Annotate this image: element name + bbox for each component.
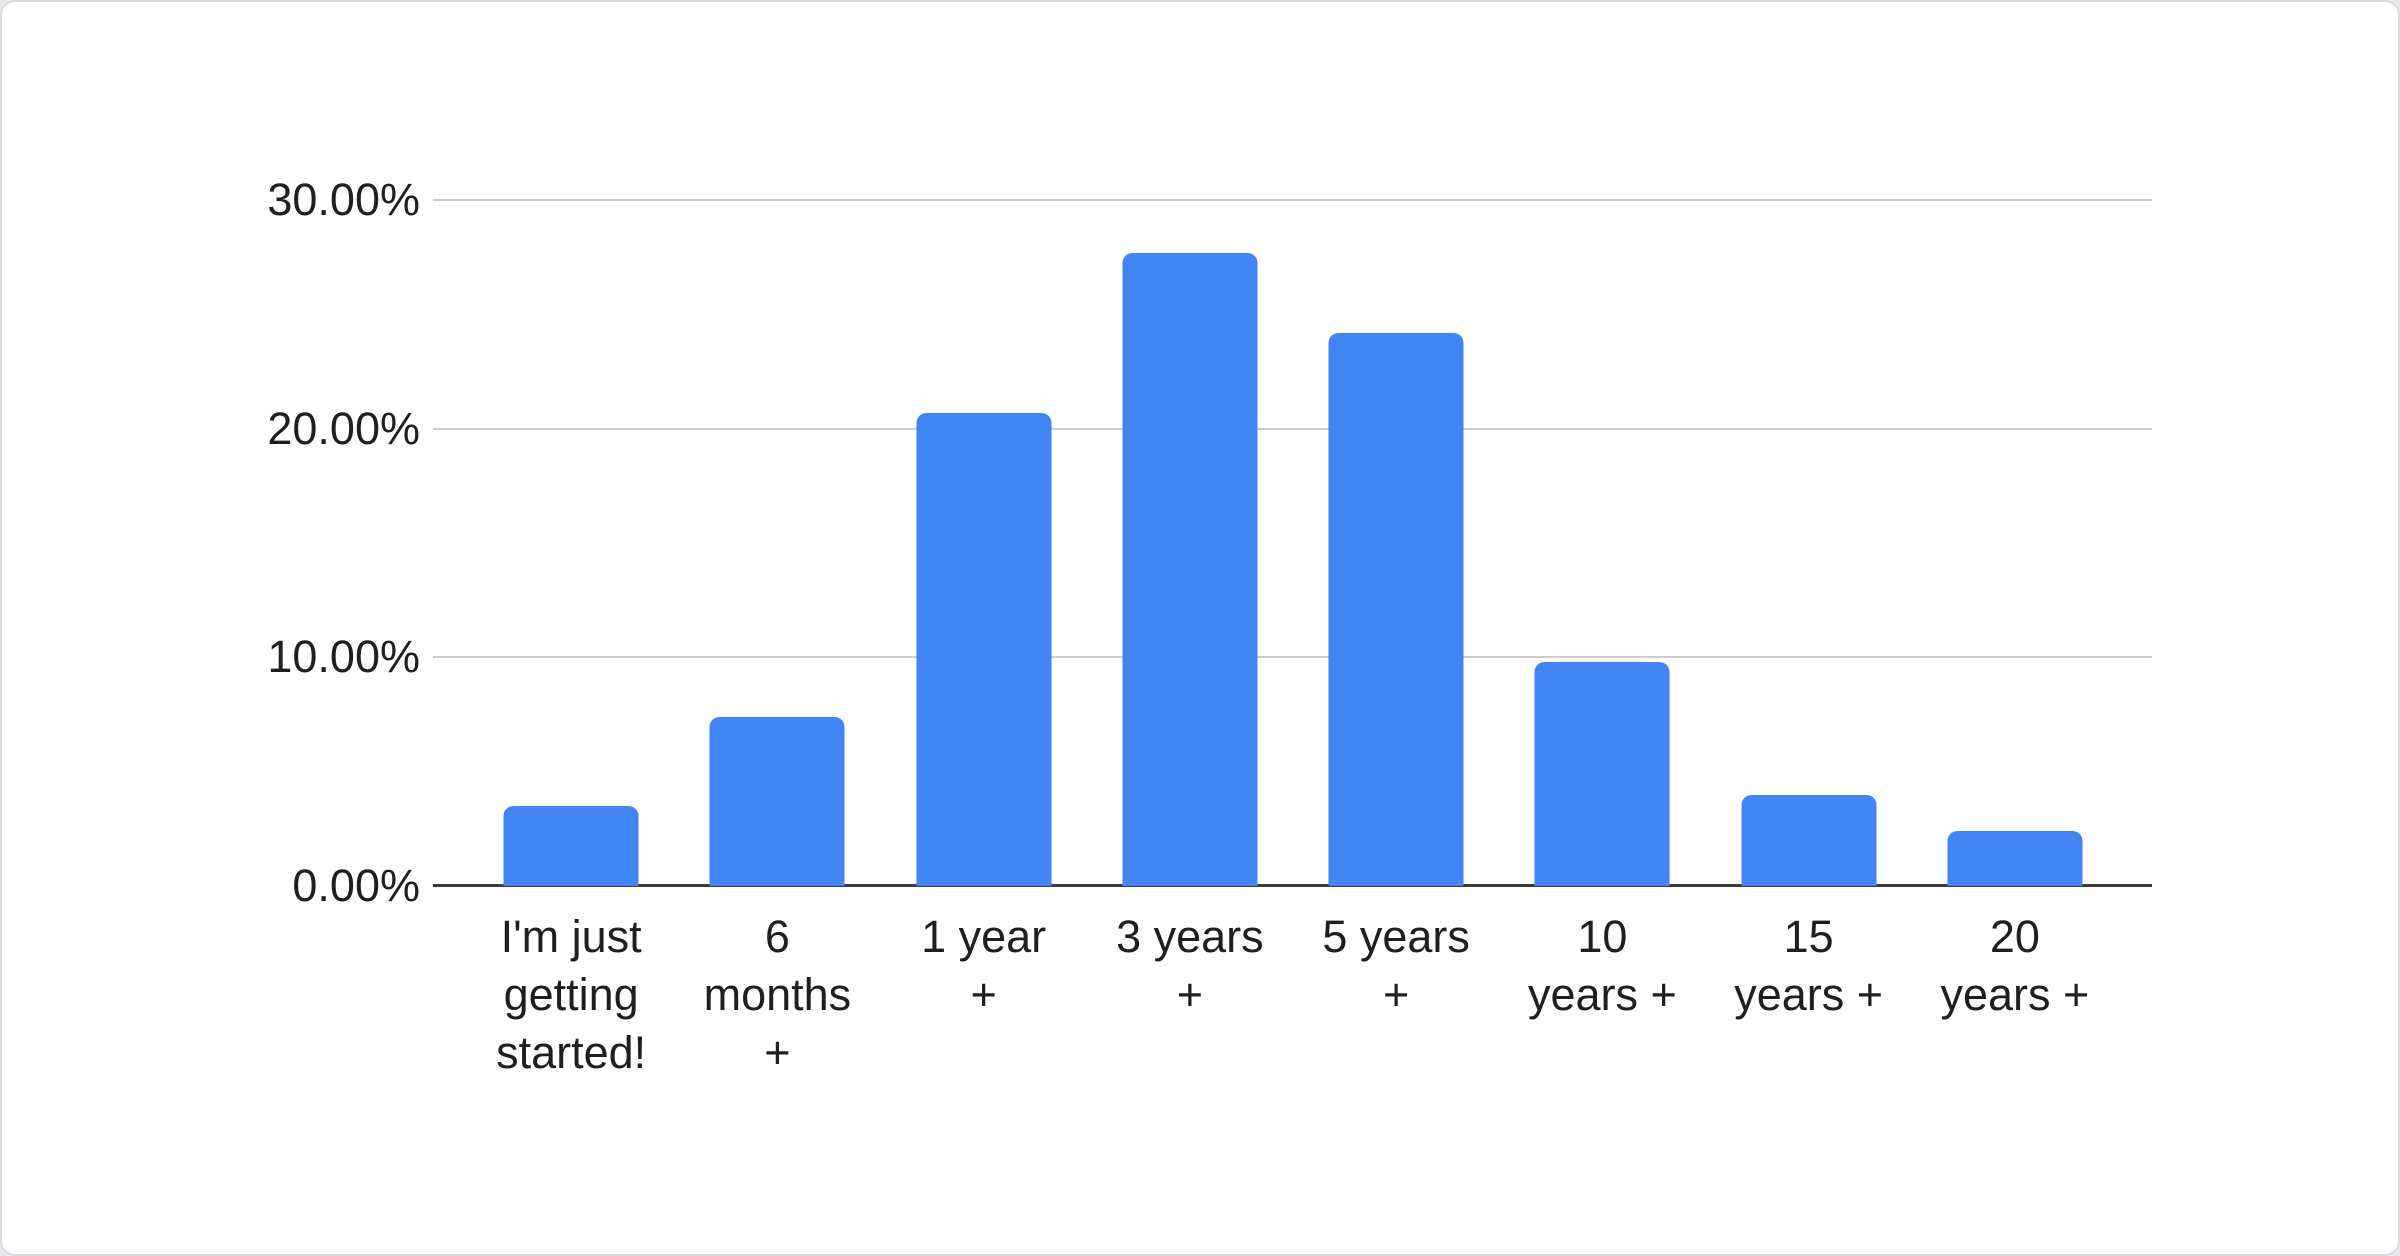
x-category-label: 5 years + bbox=[1322, 911, 1470, 1020]
bars-layer bbox=[468, 200, 2118, 886]
bar-cell bbox=[1499, 200, 1705, 886]
x-category-label: 1 year + bbox=[921, 911, 1047, 1020]
bar-cell bbox=[1087, 200, 1293, 886]
gridline bbox=[433, 199, 2152, 201]
bar-cell bbox=[881, 200, 1087, 886]
bar-cell bbox=[1912, 200, 2118, 886]
x-category-label: 10 years + bbox=[1527, 911, 1677, 1020]
bar-cell bbox=[674, 200, 880, 886]
x-category-label: 20 years + bbox=[1940, 911, 2090, 1020]
gridline bbox=[433, 656, 2152, 659]
x-category-label: 6 months + bbox=[703, 911, 852, 1078]
bar-cell bbox=[468, 200, 674, 886]
bar-5[interactable] bbox=[1328, 332, 1464, 886]
x-category-label: 15 years + bbox=[1734, 911, 1884, 1020]
bar-cell bbox=[1706, 200, 1912, 886]
bar-4[interactable] bbox=[1122, 252, 1258, 886]
y-tick-label: 20.00% bbox=[267, 402, 420, 454]
bar-cell bbox=[1293, 200, 1499, 886]
bar-6[interactable] bbox=[1534, 661, 1670, 886]
bar-3[interactable] bbox=[916, 412, 1052, 886]
bar-8[interactable] bbox=[1947, 831, 2083, 886]
x-category-label: 3 years + bbox=[1116, 911, 1264, 1020]
x-axis-labels: I'm just getting started! 6 months + 1 yea… bbox=[468, 908, 2118, 1082]
bar-2[interactable] bbox=[709, 716, 845, 886]
y-tick-label: 10.00% bbox=[267, 631, 420, 683]
x-axis-baseline bbox=[433, 884, 2152, 887]
x-category-label: I'm just getting started! bbox=[496, 911, 647, 1078]
bar-1[interactable] bbox=[503, 805, 639, 886]
y-tick-label: 0.00% bbox=[292, 860, 420, 911]
y-tick-label: 30.00% bbox=[267, 174, 420, 225]
bar-7[interactable] bbox=[1741, 794, 1877, 886]
gridline bbox=[433, 427, 2152, 430]
